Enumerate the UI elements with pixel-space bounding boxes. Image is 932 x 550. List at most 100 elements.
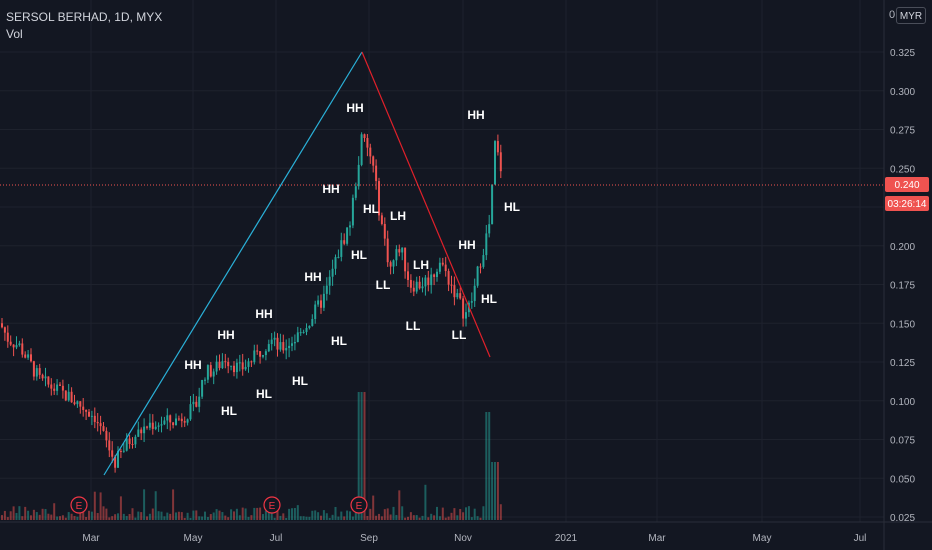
candle-body [169,415,172,423]
candle-body [204,379,206,381]
volume-bar [293,507,296,520]
volume-bar [50,514,53,520]
volume-bar [105,508,108,520]
candle-body [349,225,351,228]
volume-bar [238,515,241,520]
time-tick-label: Nov [454,533,472,544]
swing-label-hh: HH [346,101,363,115]
candle-body [262,355,264,357]
volume-bar [436,506,438,520]
time-tick-label: May [753,533,772,544]
time-tick-label: Mar [648,533,666,544]
volume-bars [1,392,502,520]
candle-body [198,396,201,407]
volume-bar [169,513,172,520]
volume-bar [204,511,206,520]
candle-body [59,384,61,386]
candle-body [459,293,462,299]
volume-bar [125,516,128,520]
volume-bar [462,512,465,520]
candle-body [32,361,35,377]
swing-label-hl: HL [363,202,379,216]
candle-body [18,343,21,346]
volume-bar [360,392,363,520]
last-price-badge [885,177,929,192]
volume-bar [21,516,24,520]
candle-body [496,141,499,153]
volume-bar [27,510,30,520]
volume-bar [253,507,256,520]
candle-body [238,362,241,364]
price-tick-label: 0.325 [890,48,915,59]
candle-body [117,450,119,468]
volume-bar [166,512,169,520]
time-tick-label: Jul [270,533,283,544]
volume-bar [215,509,218,520]
candle-body [433,274,436,277]
swing-label-hh: HH [255,307,272,321]
swing-label-hh: HH [467,108,484,122]
volume-bar [372,495,375,520]
candle-body [61,385,64,391]
volume-bar [117,513,119,520]
currency-button[interactable]: MYR [896,7,926,24]
volume-bar [430,513,433,520]
earnings-marker-label: E [76,501,83,512]
earnings-marker-label: E [269,501,276,512]
candle-body [259,351,262,357]
volume-bar [67,512,70,520]
volume-bar [380,516,383,520]
volume-bar [134,517,137,520]
volume-bar [302,516,305,520]
volume-bar [418,517,421,520]
volume-bar [70,513,73,520]
volume-bar [334,506,337,520]
candle-body [230,365,233,367]
volume-bar [441,507,444,520]
volume-bar [299,516,302,520]
volume-bar [401,506,404,520]
candle-body [430,274,433,286]
volume-bar [482,506,485,520]
volume-bar [102,506,105,520]
swing-label-hl: HL [351,248,367,262]
candle-body [82,406,85,410]
price-tick-label: 0.175 [890,281,915,292]
volume-bar [415,515,418,520]
candle-body [450,284,453,286]
swing-label-hl: HL [292,374,308,388]
candle-body [247,361,250,367]
volume-bar [325,513,328,520]
candle-body [99,423,102,427]
volume-bar [114,514,117,520]
candle-body [233,365,235,373]
candle-body [244,366,247,370]
volume-bar [264,510,267,520]
volume-bar [308,516,311,520]
swing-label-hl: HL [481,292,497,306]
volume-bar [163,516,166,520]
zero-label: 0 [889,9,896,21]
price-tick-label: 0.300 [890,87,915,98]
volume-bar [53,503,56,520]
candle-body [209,365,212,377]
volume-bar [453,508,456,520]
price-tick-label: 0.050 [890,474,915,485]
volume-bar [346,510,349,520]
volume-bar [90,511,93,520]
candle-body [122,450,125,452]
candle-body [314,304,317,320]
candle-body [24,354,27,358]
volume-bar [122,513,125,520]
candle-body [378,181,380,216]
candle-body [15,345,18,348]
volume-bar [491,462,494,520]
candle-body [146,426,148,428]
volume-bar [282,513,285,520]
swing-annotations: HH HH HL HL LH LL LH LL LL HH HL HH HL HH HL HL HH HH HL HH… [184,101,520,418]
volume-bar [172,489,175,520]
volume-bar [186,512,189,520]
candle-body [427,277,430,286]
volume-bar [459,508,462,520]
